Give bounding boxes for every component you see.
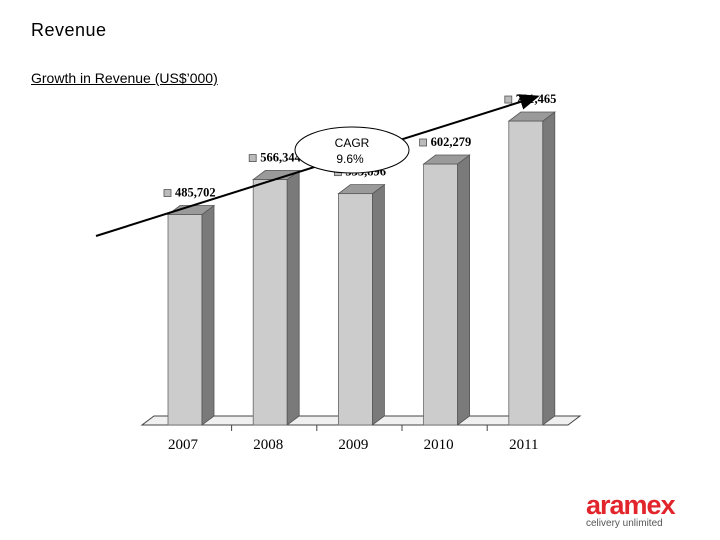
bar-side (286, 169, 300, 426)
page-subtitle: Growth in Revenue (US$’000) (31, 70, 218, 86)
bar-2011 (507, 111, 556, 426)
bar-side (371, 183, 385, 426)
bar-top (337, 184, 386, 195)
data-label-2011: 701,465 (516, 92, 557, 106)
x-tick-2010: 2010 (424, 437, 454, 453)
bar-front (252, 179, 288, 426)
data-label-2008: 566,344 (260, 151, 301, 165)
x-tick-2007: 2007 (168, 437, 199, 453)
x-tick-2011: 2011 (509, 437, 538, 453)
cagr-label: CAGR (335, 136, 370, 150)
page-title: Revenue (31, 20, 107, 40)
data-label-key (248, 154, 257, 162)
bar-side (201, 204, 215, 426)
cagr-callout: CAGR 9.6% (294, 126, 410, 174)
cagr-ellipse (294, 126, 410, 174)
bar-2007 (166, 204, 216, 426)
x-tick-2009: 2009 (338, 437, 368, 453)
bar-2008 (251, 169, 301, 426)
data-label-2007: 485,702 (175, 186, 216, 200)
data-label-2010: 602,279 (431, 135, 472, 149)
bar-side (457, 154, 471, 426)
bar-2009 (337, 183, 386, 426)
bar-side (542, 111, 556, 426)
bar-2010 (422, 154, 471, 426)
data-label-key (419, 138, 428, 147)
bar-top (166, 205, 216, 215)
logo-wordmark: aramex (586, 490, 676, 520)
x-tick-2008: 2008 (253, 437, 283, 453)
bar-front (423, 163, 459, 426)
cagr-value: 9.6% (336, 152, 364, 166)
bar-front (337, 193, 373, 426)
data-label-key (504, 95, 513, 104)
bar-top (422, 154, 471, 165)
data-label-key (163, 189, 172, 197)
aramex-logo: aramex celivery unlimited (586, 492, 696, 530)
bar-top (507, 111, 556, 122)
logo-tagline: celivery unlimited (586, 518, 663, 529)
bar-front (167, 214, 203, 426)
bar-front (508, 120, 544, 426)
